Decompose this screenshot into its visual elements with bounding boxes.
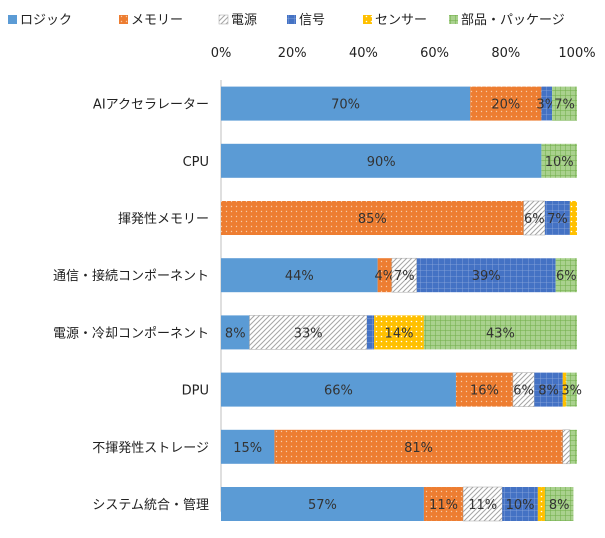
data-label-6-0: 15% xyxy=(233,441,262,456)
data-label-1-0: 90% xyxy=(367,155,396,170)
bar-segment-0-1 xyxy=(470,86,542,121)
bar-segment-7-3 xyxy=(502,487,538,521)
category-label-7: システム統合・管理 xyxy=(92,498,209,513)
x-axis: 0% 20% 40% 60% 80% 100% xyxy=(211,46,596,61)
bar-segment-6-1 xyxy=(274,429,563,464)
data-label-4-2: 33% xyxy=(294,326,323,341)
bar-segment-3-3 xyxy=(416,258,556,293)
x-tick-label-4: 80% xyxy=(491,46,520,61)
bar-segment-3-2 xyxy=(391,257,418,293)
bar-segment-5-4 xyxy=(562,372,567,407)
data-label-3-1: 4% xyxy=(374,269,395,284)
bar-segment-5-0 xyxy=(221,372,456,407)
data-label-7-5: 8% xyxy=(549,498,570,513)
data-label-2-3: 7% xyxy=(547,212,568,227)
data-label-5-3: 8% xyxy=(538,384,559,399)
legend-swatch-5 xyxy=(449,15,458,24)
category-label-1: CPU xyxy=(183,155,209,170)
category-label-0: AIアクセラレーター xyxy=(93,98,209,113)
bar-segment-4-4 xyxy=(374,315,424,350)
legend-label-2: 電源 xyxy=(231,13,257,28)
data-label-5-2: 6% xyxy=(513,384,534,399)
bar-segment-4-0 xyxy=(221,315,250,350)
bar-segment-2-4 xyxy=(569,201,577,235)
bar-segment-3-0 xyxy=(221,258,378,293)
bar-segment-5-1 xyxy=(455,372,513,407)
category-label-5: DPU xyxy=(182,384,209,399)
category-label-6: 不揮発性ストレージ xyxy=(92,441,209,456)
data-label-0-0: 70% xyxy=(331,98,360,113)
data-label-4-5: 43% xyxy=(486,326,515,341)
x-tick-label-0: 0% xyxy=(211,46,232,61)
data-label-3-3: 39% xyxy=(472,269,501,284)
category-label-2: 揮発性メモリー xyxy=(118,212,209,227)
data-label-3-5: 6% xyxy=(556,269,577,284)
data-label-3-0: 44% xyxy=(285,269,314,284)
bar-segment-6-2 xyxy=(562,429,571,465)
data-label-4-4: 14% xyxy=(385,326,414,341)
data-label-2-1: 85% xyxy=(358,212,387,227)
legend-swatch-4 xyxy=(363,15,372,24)
bar-segment-2-3 xyxy=(544,201,570,235)
bar-segment-3-1 xyxy=(377,258,392,293)
bar-segment-7-0 xyxy=(221,487,424,521)
data-label-7-3: 10% xyxy=(506,498,535,513)
bar-segment-4-3 xyxy=(366,315,375,350)
bar-segment-7-4 xyxy=(537,487,545,521)
data-label-0-5: 7% xyxy=(554,98,575,113)
data-label-7-0: 57% xyxy=(308,498,337,513)
bar-segment-6-0 xyxy=(221,429,275,464)
data-label-6-1: 81% xyxy=(404,441,433,456)
bar-segment-0-5 xyxy=(552,86,577,121)
category-label-3: 通信・接続コンポーネント xyxy=(53,268,209,284)
data-label-0-3: 3% xyxy=(536,98,557,113)
bar-segment-5-2 xyxy=(512,372,535,407)
legend-swatch-3 xyxy=(287,15,296,24)
y-axis: AIアクセラレーター CPU 揮発性メモリー通信・接続コンポーネント電源・冷却コンポ… xyxy=(53,80,222,513)
bar-segment-7-2 xyxy=(462,486,503,522)
bars: 70% 20% 3%7%90% 10%85% 6% 7%44% 4%7% 39% 6%8% 33%… xyxy=(221,86,582,522)
bar-segment-5-5 xyxy=(566,372,577,407)
bar-segment-5-3 xyxy=(534,372,563,407)
bar-segment-7-5 xyxy=(544,487,574,521)
legend-label-5: 部品・パッケージ xyxy=(461,13,565,28)
bar-segment-7-1 xyxy=(423,487,464,521)
data-label-5-5: 3% xyxy=(561,384,582,399)
legend-label-4: センサー xyxy=(375,13,427,28)
bar-segment-3-5 xyxy=(555,258,577,293)
bar-segment-2-1 xyxy=(221,201,524,235)
data-label-1-5: 10% xyxy=(545,155,574,170)
legend-swatch-0 xyxy=(8,15,17,24)
x-tick-label-3: 60% xyxy=(420,46,449,61)
bar-segment-1-0 xyxy=(221,143,542,178)
data-label-7-2: 11% xyxy=(468,498,497,513)
bar-segment-4-2 xyxy=(249,315,368,350)
bar-segment-0-3 xyxy=(541,86,553,121)
legend-label-0: ロジック xyxy=(20,13,72,28)
data-label-7-1: 11% xyxy=(429,498,458,513)
legend-swatch-2 xyxy=(218,14,229,25)
legend-label-3: 信号 xyxy=(299,13,325,28)
x-tick-label-5: 100% xyxy=(558,46,595,61)
data-label-5-0: 66% xyxy=(324,384,353,399)
bar-segment-1-5 xyxy=(541,143,577,178)
bar-segment-2-2 xyxy=(523,200,546,236)
x-tick-label-1: 20% xyxy=(278,46,307,61)
data-label-2-2: 6% xyxy=(524,212,545,227)
category-label-4: 電源・冷却コンポーネント xyxy=(53,326,209,341)
x-tick-label-2: 40% xyxy=(349,46,378,61)
bar-segment-4-5 xyxy=(423,315,577,350)
legend-label-1: メモリー xyxy=(131,13,183,28)
bar-segment-0-0 xyxy=(221,86,471,121)
data-label-4-0: 8% xyxy=(225,326,246,341)
bar-segment-6-5 xyxy=(569,429,577,464)
data-label-3-2: 7% xyxy=(394,269,415,284)
data-label-0-1: 20% xyxy=(491,98,520,113)
legend-swatch-1 xyxy=(119,15,128,24)
legend: ロジック メモリー 電源 信号 センサー 部品・パッケージ xyxy=(8,13,565,28)
data-label-5-1: 16% xyxy=(470,384,499,399)
